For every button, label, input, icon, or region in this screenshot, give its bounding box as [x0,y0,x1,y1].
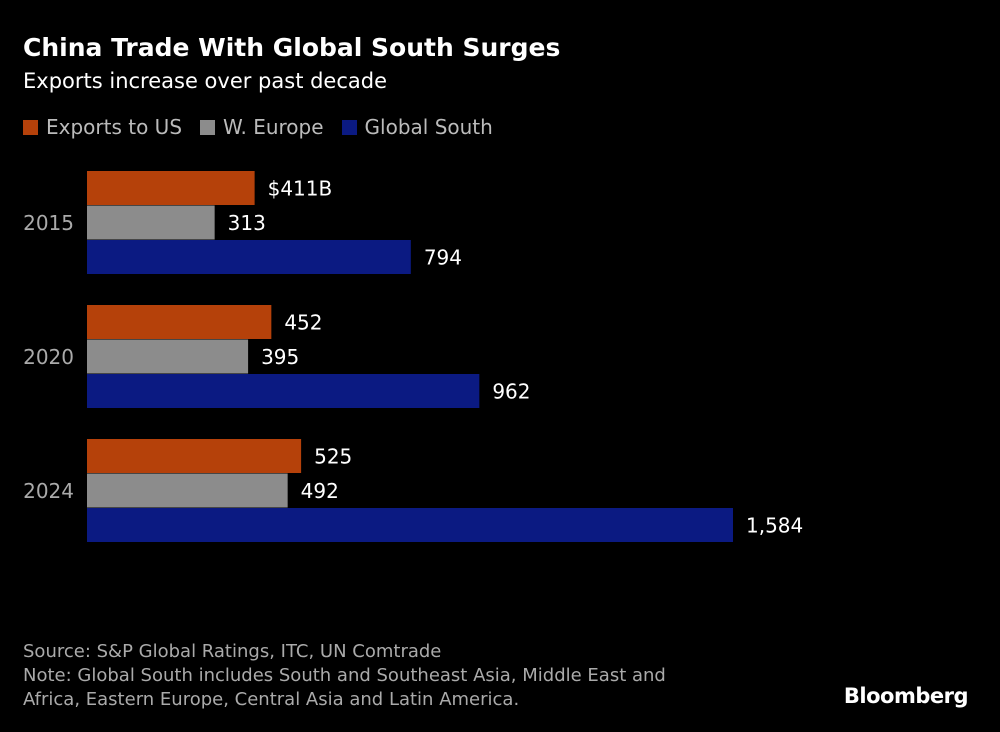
legend-label: Exports to US [46,115,183,139]
legend-item-w-europe: W. Europe [200,115,324,139]
bar-2024-2 [87,508,733,542]
bar-2015-0 [87,171,255,205]
legend-item-global-south: Global South [341,115,493,139]
data-label: 525 [314,444,352,468]
data-label: 794 [424,245,462,269]
legend-label: W. Europe [223,115,324,139]
chart-subtitle: Exports increase over past decade [23,69,388,93]
category-label: 2015 [23,211,74,235]
data-label: 313 [228,211,266,235]
category-label: 2020 [23,345,74,369]
data-label: 962 [492,379,530,403]
bar-2020-1 [87,339,249,374]
legend-item-exports-us: Exports to US [23,115,182,139]
legend-swatch [200,119,216,135]
legend: Exports to US W. Europe Global South [23,115,493,139]
source-note: Source: S&P Global Ratings, ITC, UN Comt… [23,641,442,662]
note-line: Africa, Eastern Europe, Central Asia and… [23,689,520,710]
data-label: 492 [301,479,339,503]
legend-swatch [23,119,38,135]
legend-label: Global South [364,115,493,139]
data-label: 452 [284,310,322,334]
chart-title: China Trade With Global South Surges [23,33,561,62]
footer: Source: S&P Global Ratings, ITC, UN Comt… [23,640,666,712]
bar-2015-2 [87,240,411,274]
bar-2020-0 [87,305,272,339]
bar-2024-0 [87,439,302,473]
bar-2020-2 [87,374,480,408]
bar-2024-1 [87,473,288,508]
data-label: 1,584 [746,513,803,537]
bar-2015-1 [87,205,215,240]
data-label: 395 [261,345,299,369]
bloomberg-logo: Bloomberg [843,684,969,708]
legend-swatch [341,119,357,135]
note-line: Note: Global South includes South and So… [23,665,666,686]
category-label: 2024 [23,479,74,503]
data-label: $411B [268,176,333,200]
